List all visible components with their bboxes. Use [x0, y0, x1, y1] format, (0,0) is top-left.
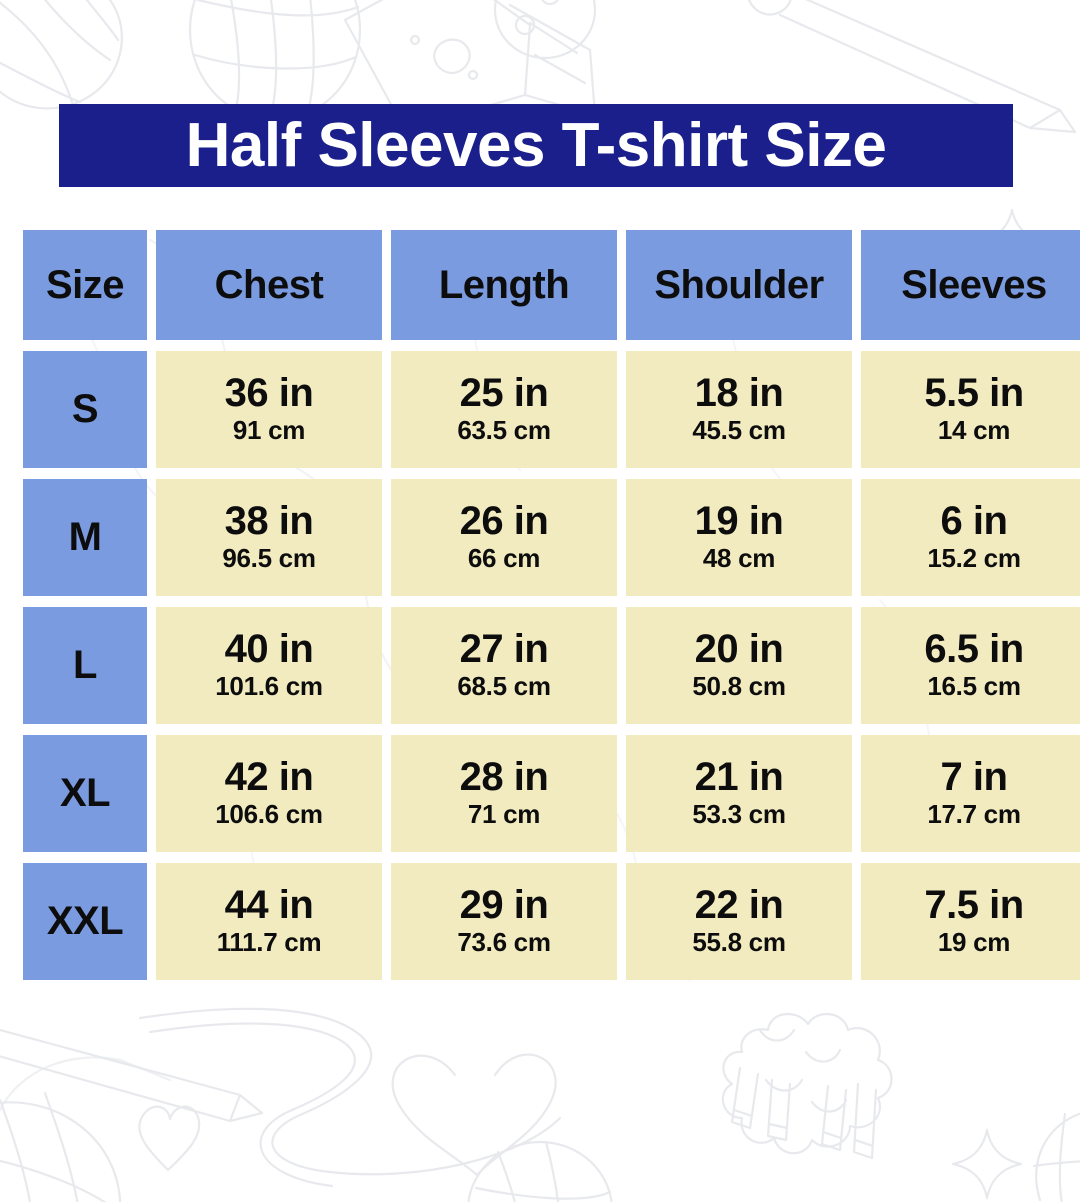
value-cm: 15.2 cm [927, 543, 1021, 574]
table-header-row: Size Chest Length Shoulder Sleeves [23, 230, 1080, 340]
value-cm: 73.6 cm [457, 927, 551, 958]
value-cm: 96.5 cm [222, 543, 316, 574]
value-cm: 106.6 cm [215, 799, 323, 830]
size-label: M [23, 479, 147, 596]
size-label: XL [23, 735, 147, 852]
value-inches: 22 in [694, 883, 784, 928]
cell-length: 28 in 71 cm [391, 735, 617, 852]
cell-length: 26 in 66 cm [391, 479, 617, 596]
value-inches: 29 in [459, 883, 549, 928]
value-cm: 68.5 cm [457, 671, 551, 702]
value-cm: 66 cm [467, 543, 541, 574]
value-cm: 71 cm [467, 799, 541, 830]
page-title: Half Sleeves T-shirt Size [185, 110, 887, 180]
value-cm: 16.5 cm [927, 671, 1021, 702]
cell-sleeves: 7.5 in 19 cm [861, 863, 1080, 980]
cell-chest: 42 in 106.6 cm [156, 735, 382, 852]
column-header-chest: Chest [156, 230, 382, 340]
table-row: XL 42 in 106.6 cm 28 in 71 cm 21 in 53.3… [23, 735, 1080, 852]
value-inches: 7.5 in [924, 883, 1024, 928]
value-inches: 6 in [940, 499, 1008, 544]
value-inches: 28 in [459, 755, 549, 800]
value-inches: 38 in [224, 499, 314, 544]
column-header-sleeves: Sleeves [861, 230, 1080, 340]
value-cm: 14 cm [937, 415, 1011, 446]
value-cm: 17.7 cm [927, 799, 1021, 830]
value-inches: 26 in [459, 499, 549, 544]
cell-sleeves: 6.5 in 16.5 cm [861, 607, 1080, 724]
cell-shoulder: 21 in 53.3 cm [626, 735, 852, 852]
column-header-length: Length [391, 230, 617, 340]
value-cm: 111.7 cm [216, 927, 322, 958]
value-inches: 25 in [459, 371, 549, 416]
cell-sleeves: 6 in 15.2 cm [861, 479, 1080, 596]
cell-chest: 36 in 91 cm [156, 351, 382, 468]
value-inches: 44 in [224, 883, 314, 928]
cell-sleeves: 7 in 17.7 cm [861, 735, 1080, 852]
size-label: L [23, 607, 147, 724]
cell-shoulder: 19 in 48 cm [626, 479, 852, 596]
value-inches: 5.5 in [924, 371, 1024, 416]
value-inches: 27 in [459, 627, 549, 672]
cell-length: 25 in 63.5 cm [391, 351, 617, 468]
cell-shoulder: 20 in 50.8 cm [626, 607, 852, 724]
cell-length: 27 in 68.5 cm [391, 607, 617, 724]
value-inches: 18 in [694, 371, 784, 416]
value-inches: 40 in [224, 627, 314, 672]
value-cm: 63.5 cm [457, 415, 551, 446]
cell-chest: 44 in 111.7 cm [156, 863, 382, 980]
cell-chest: 40 in 101.6 cm [156, 607, 382, 724]
cell-shoulder: 22 in 55.8 cm [626, 863, 852, 980]
size-chart-table: Size Chest Length Shoulder Sleeves S 36 … [14, 219, 1080, 991]
value-cm: 53.3 cm [692, 799, 786, 830]
cell-length: 29 in 73.6 cm [391, 863, 617, 980]
value-inches: 19 in [694, 499, 784, 544]
value-inches: 36 in [224, 371, 314, 416]
size-label: XXL [23, 863, 147, 980]
table-row: S 36 in 91 cm 25 in 63.5 cm 18 in 45.5 c… [23, 351, 1080, 468]
value-cm: 48 cm [702, 543, 776, 574]
value-cm: 101.6 cm [215, 671, 323, 702]
cell-shoulder: 18 in 45.5 cm [626, 351, 852, 468]
table-row: M 38 in 96.5 cm 26 in 66 cm 19 in 48 cm … [23, 479, 1080, 596]
value-cm: 19 cm [937, 927, 1011, 958]
cell-sleeves: 5.5 in 14 cm [861, 351, 1080, 468]
value-inches: 6.5 in [924, 627, 1024, 672]
page-title-bar: Half Sleeves T-shirt Size [59, 104, 1013, 187]
value-inches: 42 in [224, 755, 314, 800]
size-label: S [23, 351, 147, 468]
table-row: XXL 44 in 111.7 cm 29 in 73.6 cm 22 in 5… [23, 863, 1080, 980]
column-header-size: Size [23, 230, 147, 340]
value-inches: 20 in [694, 627, 784, 672]
value-inches: 7 in [940, 755, 1008, 800]
value-cm: 55.8 cm [692, 927, 786, 958]
column-header-shoulder: Shoulder [626, 230, 852, 340]
value-inches: 21 in [694, 755, 784, 800]
value-cm: 50.8 cm [692, 671, 786, 702]
cell-chest: 38 in 96.5 cm [156, 479, 382, 596]
value-cm: 91 cm [232, 415, 306, 446]
value-cm: 45.5 cm [692, 415, 786, 446]
table-row: L 40 in 101.6 cm 27 in 68.5 cm 20 in 50.… [23, 607, 1080, 724]
